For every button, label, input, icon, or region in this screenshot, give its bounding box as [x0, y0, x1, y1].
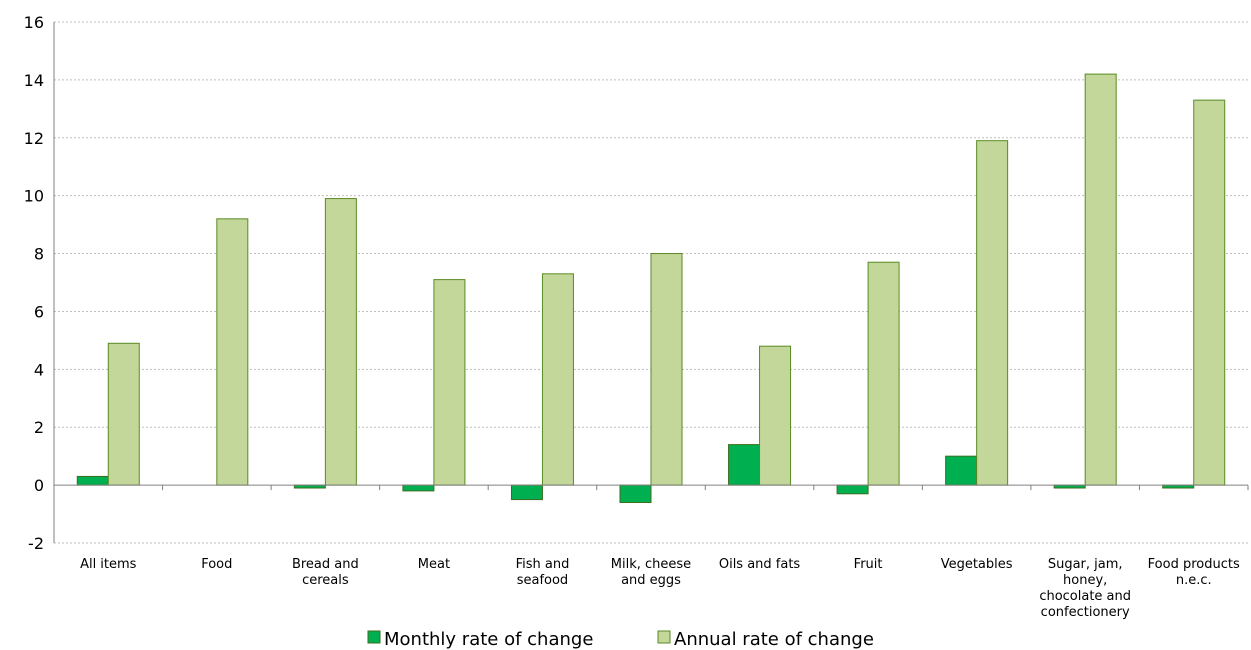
x-tick-label-line: Fish and [516, 557, 570, 572]
y-tick-label: 12 [24, 129, 44, 148]
monthly-bar [402, 484, 435, 492]
x-tick-label-line: Milk, cheese [611, 557, 691, 572]
x-tick-label: All items [80, 557, 137, 572]
monthly-bar [836, 484, 869, 495]
x-tick-label-line: Fruit [854, 557, 883, 572]
x-tick-label-line: confectionery [1041, 605, 1130, 620]
x-tick-label: Meat [418, 557, 450, 572]
y-tick-label: 6 [34, 302, 44, 321]
y-tick-label: 14 [24, 71, 44, 90]
monthly-bar [76, 475, 109, 486]
x-tick-label-line: n.e.c. [1176, 573, 1212, 588]
annual-bar [1193, 99, 1226, 486]
annual-bar [433, 279, 466, 486]
x-tick-label-line: Sugar, jam, [1048, 557, 1123, 572]
x-tick-label-line: Vegetables [941, 557, 1013, 572]
monthly-bar [728, 444, 761, 486]
x-tick-label-line: Food [201, 557, 232, 572]
annual-bar [1084, 73, 1117, 486]
y-tick-label: 4 [34, 360, 44, 379]
y-tick-label: 0 [34, 476, 44, 495]
x-tick-label: Food [201, 557, 232, 572]
annual-bar [650, 253, 683, 486]
x-tick-label-line: seafood [517, 573, 568, 588]
x-tick-label-line: honey, [1063, 573, 1107, 588]
y-tick-label: 8 [34, 245, 44, 264]
x-tick-label-line: Oils and fats [719, 557, 801, 572]
x-tick-label-line: chocolate and [1039, 589, 1131, 604]
x-tick-label-line: Meat [418, 557, 450, 572]
y-tick-label: -2 [28, 534, 44, 553]
x-tick-label: Milk, cheese and eggs [611, 557, 691, 588]
x-tick-label: Vegetables [941, 557, 1013, 572]
monthly-bar [619, 484, 652, 503]
x-tick-label: Sugar, jam, honey, chocolate and confection… [1039, 557, 1131, 620]
annual-bar [976, 140, 1009, 486]
monthly-bar [945, 455, 978, 486]
x-tick-label: Oils and fats [719, 557, 801, 572]
x-tick-label: Food products n.e.c. [1148, 557, 1240, 588]
x-tick-label-line: and eggs [621, 573, 681, 588]
y-tick-label: 2 [34, 418, 44, 437]
x-tick-label-line: All items [80, 557, 137, 572]
x-tick-labels: All items Food Bread and cereals Meat Fish an… [80, 557, 1240, 620]
monthly-bar [510, 484, 543, 501]
y-tick-label: 10 [24, 187, 44, 206]
annual-bar [216, 218, 249, 486]
legend-label: Annual rate of change [674, 629, 874, 650]
x-tick-label-line: cereals [302, 573, 349, 588]
legend-swatch [367, 630, 381, 644]
y-tick-label: 16 [24, 13, 44, 32]
x-tick-label: Fruit [854, 557, 883, 572]
annual-bar [324, 198, 357, 486]
x-tick-label: Bread and cereals [292, 557, 359, 588]
x-tick-label: Fish and seafood [516, 557, 570, 588]
annual-bar [867, 261, 900, 486]
x-tick-label-line: Food products [1148, 557, 1240, 572]
x-tick-label-line: Bread and [292, 557, 359, 572]
annual-bar [759, 345, 792, 486]
legend-label: Monthly rate of change [384, 629, 593, 650]
legend: Monthly rate of change Annual rate of cha… [367, 629, 874, 650]
axes [53, 22, 1249, 543]
annual-bar [107, 342, 140, 486]
annual-bar [541, 273, 574, 486]
bars [76, 73, 1226, 503]
y-tick-labels: -2 0 2 4 6 8 10 12 14 16 [24, 13, 44, 553]
legend-swatch [657, 630, 671, 644]
